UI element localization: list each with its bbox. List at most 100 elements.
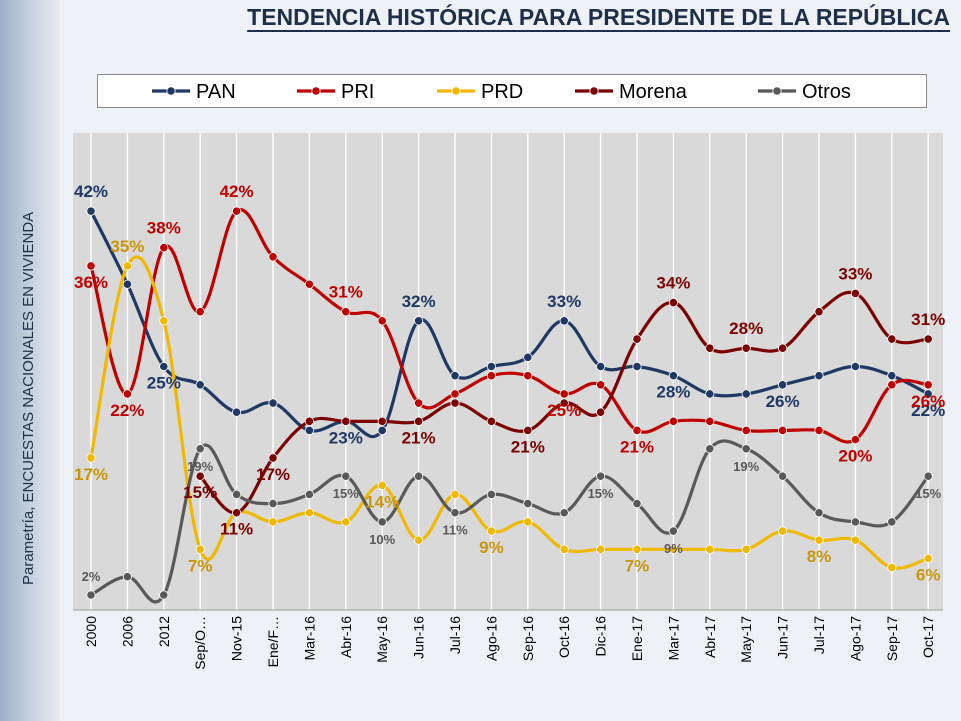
data-point-pri [122,389,133,399]
data-label-pri: 36% [74,273,108,292]
data-point-pri [377,316,387,326]
data-point-morena [377,416,387,426]
data-point-pri [486,371,496,381]
data-point-otros [195,444,205,454]
data-point-pri [232,206,242,216]
data-point-otros [777,471,788,481]
data-point-pan [195,380,205,390]
data-label-otros: 19% [733,459,759,474]
data-label-prd: 6% [916,565,941,584]
data-point-prd [486,526,496,536]
data-point-otros [887,517,897,527]
data-point-otros [632,498,642,509]
data-point-otros [741,444,751,454]
decorative-side-strip [0,0,60,721]
data-point-prd [887,562,897,573]
data-label-prd: 7% [625,556,650,575]
data-point-morena [450,398,460,408]
data-point-otros [86,590,96,600]
data-point-morena [304,416,314,426]
x-tick-label: Ene-17 [629,616,645,661]
data-point-morena [486,416,496,426]
data-point-otros [850,517,861,527]
data-point-pan [923,389,933,399]
data-label-prd: 7% [188,556,213,575]
data-label-morena: 31% [911,310,945,329]
data-point-otros [595,471,606,481]
data-point-pan [632,361,642,372]
data-label-morena: 17% [256,465,290,484]
data-point-pri [632,425,642,436]
data-label-pan: 33% [547,292,581,311]
data-point-pan [450,371,460,381]
data-point-otros [923,471,933,481]
data-point-morena [268,453,278,463]
data-point-prd [777,526,788,536]
data-point-prd [86,453,96,463]
data-point-morena [195,471,205,481]
data-point-prd [850,535,861,545]
x-tick-label: Ago-17 [847,616,863,661]
data-point-pan [559,316,569,326]
legend-marker-prd [451,86,461,96]
data-label-pan: 28% [656,383,690,402]
data-label-morena: 33% [838,264,872,283]
data-point-otros [268,498,278,509]
data-point-pri [559,389,569,399]
data-label-otros: 19% [187,459,213,474]
data-point-morena [559,398,569,408]
data-point-pri [705,416,715,426]
data-point-pan [705,389,715,399]
page-title: TENDENCIA HISTÓRICA PARA PRESIDENTE DE L… [247,4,950,30]
data-label-otros: 10% [369,532,395,547]
data-label-morena: 21% [511,437,545,456]
data-label-pri: 21% [620,437,654,456]
data-label-pri: 26% [911,392,945,411]
data-point-pan [232,407,242,417]
data-point-pan [486,361,496,372]
data-label-pri: 25% [547,401,581,420]
data-point-morena [923,334,933,344]
data-point-prd [195,544,205,554]
data-label-prd: 35% [110,237,144,256]
data-label-prd: 14% [365,492,399,511]
x-tick-label: Dic-16 [593,616,609,657]
data-point-pan [413,316,424,326]
data-point-pri [268,252,278,262]
data-point-otros [814,508,824,518]
legend-label-morena: Morena [619,81,688,103]
data-point-morena [232,508,242,518]
data-label-otros: 11% [442,523,468,538]
data-label-morena: 34% [656,274,690,293]
x-tick-label: Jul-17 [811,616,827,654]
data-point-otros [450,508,460,518]
legend-marker-pan [166,86,176,96]
data-point-pan [850,361,861,372]
data-point-prd [595,544,606,554]
data-point-morena [341,416,351,426]
data-point-pan [377,425,387,436]
data-point-otros [304,489,314,500]
data-point-pri [923,380,933,390]
data-point-morena [523,425,533,436]
data-point-otros [486,489,496,500]
data-point-morena [413,416,424,426]
data-point-pri [595,380,606,390]
data-label-pan: 42% [74,182,108,201]
data-point-pan [122,279,133,289]
x-tick-label: Abr-16 [338,616,354,658]
data-label-otros: 2% [82,569,101,584]
data-point-pan [304,425,314,436]
legend-marker-morena [589,86,599,96]
x-tick-label: Jul-16 [447,616,463,654]
data-point-pri [413,398,424,408]
data-point-pri [450,389,460,399]
x-tick-label: Mar-17 [665,616,681,661]
data-point-morena [777,343,788,353]
data-point-pan [268,398,278,408]
data-point-pri [159,243,169,253]
data-label-pri: 42% [220,182,254,201]
data-point-pri [304,279,314,289]
data-label-prd: 8% [807,547,832,566]
